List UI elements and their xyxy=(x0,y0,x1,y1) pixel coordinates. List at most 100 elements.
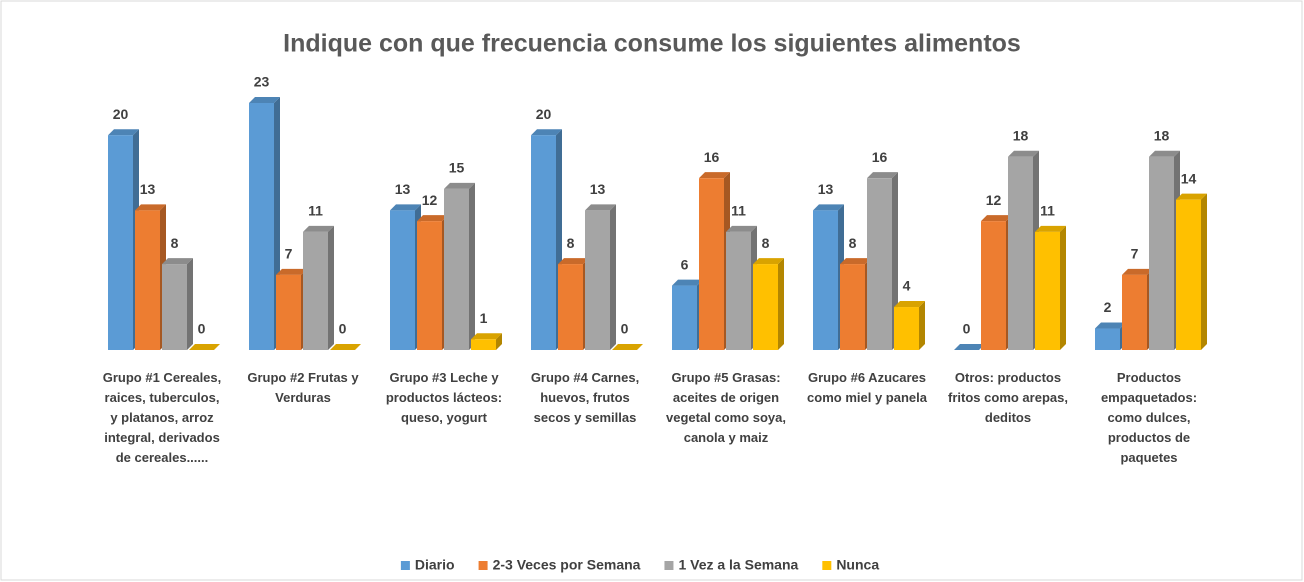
bar-top xyxy=(867,172,898,179)
bar xyxy=(699,172,730,350)
bar xyxy=(276,268,307,350)
data-label: 0 xyxy=(198,321,206,337)
bar-front xyxy=(135,210,160,350)
data-label: 8 xyxy=(171,235,179,251)
bar-front xyxy=(531,135,556,350)
data-label: 16 xyxy=(872,149,888,165)
bar-top xyxy=(1008,150,1039,157)
bar xyxy=(867,172,898,350)
bar-top xyxy=(726,225,757,232)
bar-top xyxy=(390,204,421,211)
data-label: 23 xyxy=(254,74,270,90)
data-label: 8 xyxy=(849,235,857,251)
bar-front xyxy=(249,103,274,350)
data-label: 11 xyxy=(1040,203,1055,219)
bar-front xyxy=(1095,328,1120,350)
chart-title: Indique con que frecuencia consume los s… xyxy=(283,30,1021,58)
bar-top xyxy=(1176,193,1207,200)
bar-top xyxy=(531,129,562,136)
bar xyxy=(135,204,166,350)
bar xyxy=(330,344,361,350)
bar-top xyxy=(954,344,985,350)
bar xyxy=(471,333,502,350)
bar-front xyxy=(753,264,778,350)
bar xyxy=(954,344,985,350)
bar-top xyxy=(135,204,166,211)
bar-front xyxy=(162,264,187,350)
bar-side xyxy=(469,182,475,350)
bar-front xyxy=(1035,231,1060,350)
bar-front xyxy=(390,210,415,350)
bar-top xyxy=(276,268,307,275)
bar xyxy=(558,258,589,350)
bar-front xyxy=(303,231,328,350)
x-tick-label: Grupo #1 Cereales, raices, tuberculos, y… xyxy=(102,370,222,465)
bar-front xyxy=(813,210,838,350)
bar-top xyxy=(753,258,784,265)
data-label: 16 xyxy=(704,149,720,165)
bar-side xyxy=(1201,193,1207,350)
bar-top xyxy=(471,333,502,340)
bar-top xyxy=(585,204,616,211)
bar xyxy=(753,258,784,350)
legend-label: 2-3 Veces por Semana xyxy=(493,557,641,573)
bar xyxy=(612,344,643,350)
bar-top xyxy=(699,172,730,179)
data-label: 0 xyxy=(339,321,347,337)
data-label: 0 xyxy=(621,321,629,337)
bar xyxy=(1035,225,1066,350)
x-tick-label: Grupo #2 Frutas y Verduras xyxy=(247,370,359,405)
bar-front xyxy=(894,307,919,350)
bar-front xyxy=(444,188,469,350)
bar-top xyxy=(813,204,844,211)
bar-front xyxy=(981,221,1006,350)
bar xyxy=(249,97,280,350)
bar-front xyxy=(1008,156,1033,350)
bar-top xyxy=(558,258,589,265)
bar-side xyxy=(610,204,616,350)
data-label: 13 xyxy=(140,181,156,197)
data-label: 12 xyxy=(422,192,438,208)
bar xyxy=(1176,193,1207,350)
bar xyxy=(813,204,844,350)
data-label: 1 xyxy=(480,310,488,326)
data-label: 11 xyxy=(308,203,323,219)
bar xyxy=(894,301,925,350)
bar xyxy=(981,215,1012,350)
legend-swatch xyxy=(664,561,674,570)
bar xyxy=(726,225,757,350)
bar xyxy=(585,204,616,350)
bar-top xyxy=(249,97,280,103)
bar xyxy=(390,204,421,350)
bar xyxy=(672,279,703,350)
bar-front xyxy=(726,231,751,350)
bar-front xyxy=(585,210,610,350)
x-tick-label: Grupo #6 Azucares como miel y panela xyxy=(807,370,927,405)
bar-top xyxy=(840,258,871,265)
x-tick-label: Productos empaquetados: como dulces, pro… xyxy=(1100,370,1198,465)
bar xyxy=(1095,322,1126,350)
x-tick-label: Grupo #4 Carnes, huevos, frutos secos y … xyxy=(530,370,640,425)
bar-side xyxy=(496,333,502,350)
bar xyxy=(444,182,475,350)
data-label: 7 xyxy=(285,246,293,262)
data-label: 4 xyxy=(903,278,911,294)
bar xyxy=(417,215,448,350)
bar-side xyxy=(1060,225,1066,350)
data-label: 7 xyxy=(1131,246,1139,262)
bar-top xyxy=(303,225,334,232)
bar-front xyxy=(108,135,133,350)
bar-top xyxy=(1122,268,1153,275)
data-label: 8 xyxy=(762,235,770,251)
x-tick-label: Otros: productos fritos como arepas, ded… xyxy=(948,370,1068,425)
bar-front xyxy=(1149,156,1174,350)
bar-front xyxy=(276,274,301,350)
bar xyxy=(531,129,562,350)
legend-swatch xyxy=(400,561,410,570)
bar-top xyxy=(417,215,448,222)
x-tick-label: Grupo #3 Leche y productos lácteos: ques… xyxy=(385,370,503,425)
data-label: 20 xyxy=(113,106,129,122)
bar-top xyxy=(444,182,475,189)
